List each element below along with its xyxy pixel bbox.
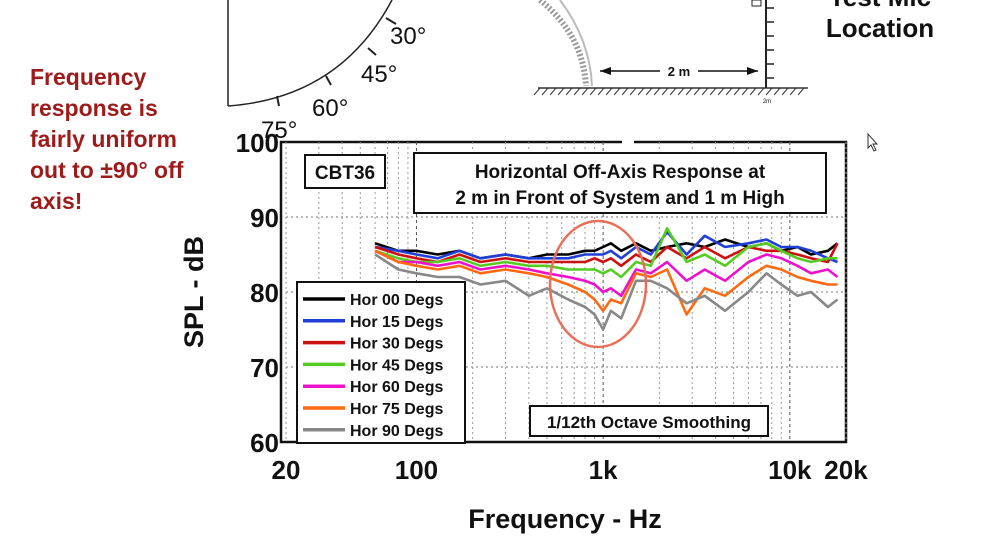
- y-axis-label: SPL - dB: [179, 236, 209, 348]
- highlight-ellipse: [548, 219, 648, 349]
- ground-hatch-mark: [605, 87, 613, 96]
- note-line: Frequency: [30, 64, 147, 90]
- setup-diagram: 2 m 2m Test Mic Location: [533, 0, 934, 105]
- series-line-hor-30-degs: [374, 242, 839, 268]
- small-distance-label: 2m: [763, 99, 771, 105]
- legend-label: Hor 30 Degs: [350, 336, 443, 353]
- ground-hatch-mark: [565, 87, 573, 96]
- series-line-hor-75-degs: [374, 249, 838, 316]
- ground-hatch-mark: [765, 87, 773, 96]
- ground-hatch-mark: [741, 87, 749, 96]
- ground-hatch-mark: [549, 87, 557, 96]
- ground-hatch-mark: [541, 87, 549, 96]
- badge-box: [304, 154, 386, 189]
- ground-hatch-mark: [581, 87, 589, 96]
- legend-label: Hor 45 Degs: [350, 357, 443, 374]
- smoothing-annotation: 1/12th Octave Smoothing: [547, 413, 751, 432]
- x-tick-label: 1k: [589, 455, 618, 485]
- note-line: fairly uniform: [30, 126, 177, 152]
- note-line: out to ±90° off: [30, 157, 184, 183]
- y-tick-label: 60: [250, 428, 279, 458]
- ground-hatch-mark: [669, 87, 677, 96]
- ground-hatch-mark: [637, 87, 645, 96]
- ground-hatch-mark: [589, 87, 597, 96]
- y-tick-label: 90: [250, 203, 279, 233]
- legend-label: Hor 15 Degs: [350, 314, 443, 331]
- polar-diagram: 30° 45° 60° 75°: [227, 0, 426, 144]
- chart-title-line-1: Horizontal Off-Axis Response at: [475, 162, 766, 183]
- y-tick-label: 80: [250, 278, 279, 308]
- ground-hatch-mark: [661, 87, 669, 96]
- ground-hatch-mark: [781, 87, 789, 96]
- ground-hatch-mark: [789, 87, 797, 96]
- ground-hatch-mark: [717, 87, 725, 96]
- frequency-response-note: Frequency response is fairly uniform out…: [30, 62, 220, 217]
- legend-label: Hor 60 Degs: [350, 379, 443, 396]
- legend-label: Hor 00 Degs: [350, 292, 443, 309]
- x-axis-label: Frequency - Hz: [468, 504, 662, 534]
- ground-hatch-mark: [645, 87, 653, 96]
- ground-hatch-mark: [749, 87, 757, 96]
- x-tick-labels: 20 100 1k 10k 20k: [272, 455, 869, 485]
- ground-hatch-mark: [685, 87, 693, 96]
- ground-hatch-mark: [757, 87, 765, 96]
- ground-hatch-mark: [733, 87, 741, 96]
- test-mic-line-1: Test Mic: [829, 0, 931, 12]
- legend: Hor 00 Degs Hor 15 Degs Hor 30 Degs Hor 45 …: [296, 281, 466, 444]
- ground-hatch-mark: [629, 87, 637, 96]
- ground-hatch-mark: [773, 87, 781, 96]
- x-tick-label: 10k: [768, 455, 812, 485]
- note-line: response is: [30, 95, 158, 121]
- ground-hatch-mark: [693, 87, 701, 96]
- distance-label: 2 m: [668, 64, 690, 79]
- title-box: [413, 152, 827, 214]
- series-lines: [374, 227, 839, 331]
- ground-hatch-mark: [597, 87, 605, 96]
- note-line: axis!: [30, 188, 83, 214]
- legend-box: [296, 281, 466, 444]
- ground-hatch-mark: [533, 87, 541, 96]
- x-tick-label: 100: [395, 455, 438, 485]
- series-line-hor-60-degs: [374, 249, 839, 298]
- ground-hatch-mark: [613, 87, 621, 96]
- ground-hatch-mark: [573, 87, 581, 96]
- test-mic-line-2: Location: [826, 13, 934, 43]
- angle-label-60: 60°: [312, 95, 348, 122]
- ground-hatch-mark: [621, 87, 629, 96]
- ground-hatch-mark: [725, 87, 733, 96]
- ground-hatch-mark: [797, 87, 805, 96]
- series-line-hor-15-degs: [374, 230, 838, 264]
- angle-label-30: 30°: [390, 23, 426, 50]
- ground-hatch-mark: [653, 87, 661, 96]
- ground-hatch-mark: [701, 87, 709, 96]
- legend-label: Hor 75 Degs: [350, 401, 443, 418]
- x-tick-label: 20k: [824, 455, 868, 485]
- legend-label: Hor 90 Degs: [350, 423, 443, 440]
- chart-badge: CBT36: [315, 163, 375, 184]
- x-tick-label: 20: [272, 455, 301, 485]
- y-tick-labels: 60 70 80 90 100: [236, 128, 279, 458]
- y-tick-label: 70: [250, 353, 279, 383]
- series-line-hor-45-degs: [374, 227, 838, 279]
- cursor-icon: [867, 132, 879, 152]
- y-tick-label: 100: [236, 128, 279, 158]
- chart: CBT36 Horizontal Off-Axis Response at 2 …: [179, 128, 868, 534]
- angle-label-45: 45°: [361, 61, 397, 88]
- angle-label-75: 75°: [261, 117, 297, 144]
- ground-hatch-mark: [557, 87, 565, 96]
- ground-hatch-mark: [709, 87, 717, 96]
- annotation-box: [529, 405, 769, 437]
- chart-title-line-2: 2 m in Front of System and 1 m High: [455, 188, 784, 209]
- ground-hatch-mark: [677, 87, 685, 96]
- series-line-hor-90-degs: [374, 253, 839, 331]
